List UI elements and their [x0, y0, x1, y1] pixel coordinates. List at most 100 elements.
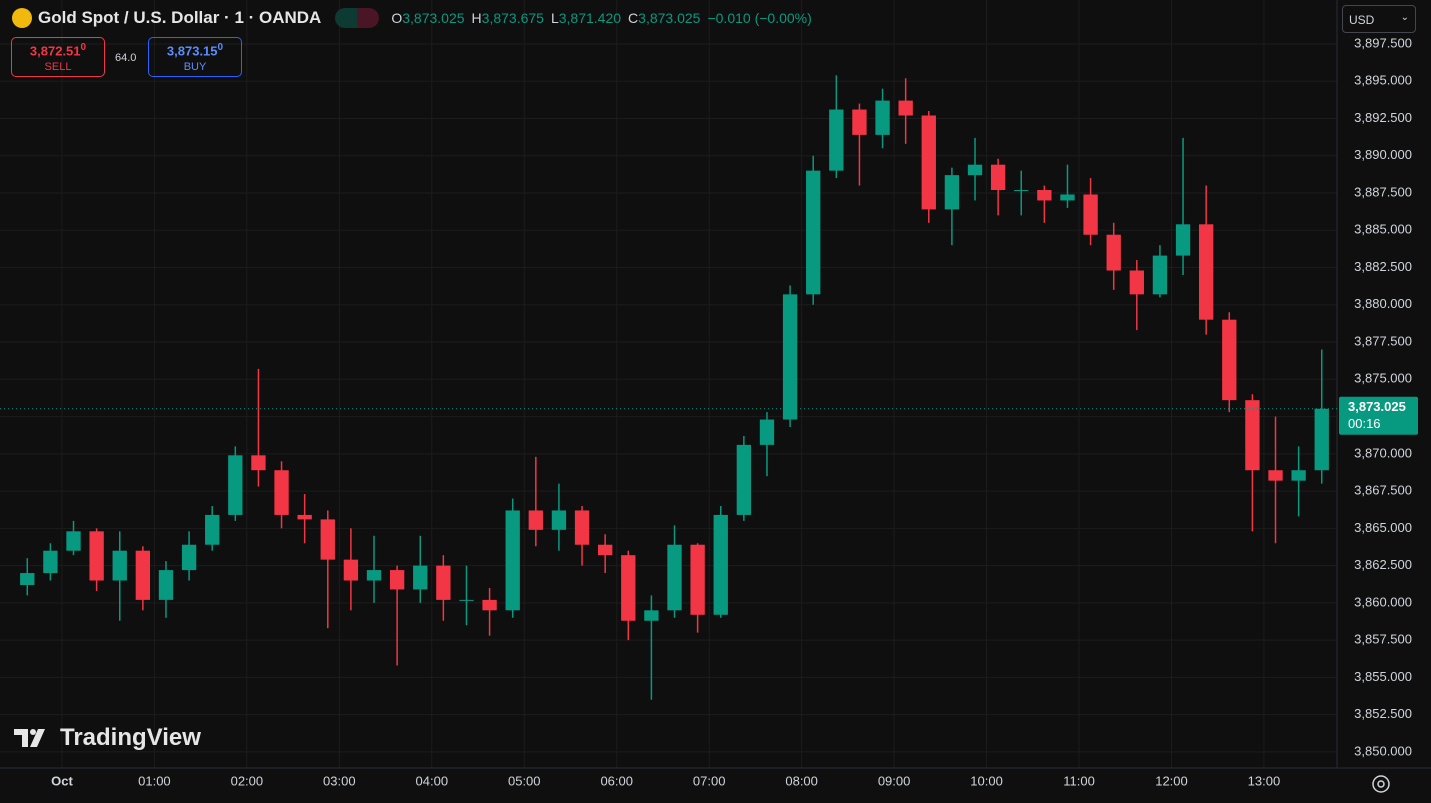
ohlc-key: L [550, 10, 559, 26]
candle-body [736, 444, 752, 515]
candle-body [135, 550, 151, 600]
x-tick-label: 06:00 [600, 773, 633, 788]
gear-outer [1372, 775, 1390, 793]
candle-body [158, 570, 174, 600]
buy-button[interactable]: 3,873.150 BUY [148, 37, 242, 77]
y-tick-label: 3,895.000 [1354, 73, 1412, 88]
x-tick-label: 07:00 [693, 773, 726, 788]
y-tick-label: 3,850.000 [1354, 743, 1412, 758]
candle-body [343, 559, 359, 581]
candle-body [713, 514, 728, 615]
candle-body [436, 565, 451, 600]
y-tick-label: 3,877.500 [1354, 333, 1412, 348]
buy-label: BUY [183, 61, 207, 74]
ohlc-value: 3,873.675 [481, 10, 544, 26]
y-tick-label: 3,880.000 [1354, 296, 1412, 311]
ohlc-value: 3,871.420 [558, 10, 622, 26]
y-tick-label: 3,882.500 [1354, 259, 1412, 274]
x-tick-label: 08:00 [785, 773, 818, 788]
watermark: TradingView [14, 724, 201, 752]
candle-body [112, 550, 127, 581]
currency-select[interactable]: USD ⌄ [1342, 5, 1416, 33]
candle-body [274, 470, 289, 515]
candle-body [20, 573, 35, 585]
candle-body [228, 455, 243, 515]
x-tick-label: Oct [51, 773, 73, 788]
candle-body [667, 544, 682, 611]
candle-body [89, 531, 104, 581]
symbol-title[interactable]: Gold Spot / U.S. Dollar · 1 · OANDA [38, 8, 322, 27]
candle-body [944, 175, 960, 210]
x-tick-label: 11:00 [1063, 773, 1095, 788]
candle-body [320, 519, 335, 560]
logo-dot [30, 729, 36, 735]
candle-body [1245, 400, 1260, 471]
x-tick-label: 01:00 [138, 773, 171, 788]
candle-body [251, 455, 266, 471]
sell-price: 3,872.51 [29, 43, 81, 59]
candle-body [1060, 194, 1075, 201]
candle-body [921, 115, 936, 210]
candle-body [297, 514, 312, 520]
last-price-label: 3,873.025 [1348, 399, 1406, 414]
ohlc-legend: O3,873.025 H3,873.675 L3,871.420 C3,873.025… [391, 10, 811, 26]
ohlc-item: C3,873.025 [628, 10, 700, 26]
x-tick-label: 03:00 [323, 773, 356, 788]
sell-pip: 0 [80, 42, 87, 53]
candle-body [413, 565, 428, 590]
watermark-logo [14, 729, 45, 747]
candle-body [644, 610, 659, 621]
candle-body [1037, 190, 1052, 201]
y-tick-label: 3,890.000 [1354, 147, 1412, 162]
y-tick-label: 3,865.000 [1354, 520, 1412, 535]
candle-body [482, 599, 497, 611]
y-tick-label: 3,887.500 [1354, 184, 1412, 199]
candle-body [366, 570, 382, 581]
last-price-tag [1339, 396, 1418, 435]
y-tick-label: 3,855.000 [1354, 669, 1412, 684]
candle-body [829, 109, 844, 171]
y-tick-label: 3,852.500 [1354, 706, 1412, 721]
y-tick-label: 3,897.500 [1354, 35, 1412, 50]
candle-body [1106, 234, 1121, 271]
y-tick-label: 3,867.500 [1354, 483, 1412, 498]
candle-body [1129, 270, 1144, 295]
candle-body [505, 510, 520, 611]
x-tick-label: 12:00 [1155, 773, 1188, 788]
candle-body [1083, 194, 1098, 235]
candle-body [528, 510, 543, 530]
buy-price: 3,873.15 [166, 43, 218, 59]
candle-body [621, 555, 636, 621]
ohlc-key: C [628, 10, 639, 26]
candle-body [1152, 255, 1168, 295]
candle-body [389, 570, 405, 590]
x-tick-label: 10:00 [970, 773, 1003, 788]
y-tick-label: 3,892.500 [1354, 110, 1412, 125]
candle-body [852, 109, 867, 135]
y-tick-label: 3,857.500 [1354, 632, 1412, 647]
change: −0.010 (−0.00%) [707, 10, 812, 26]
gear-inner [1377, 780, 1385, 788]
candle-body [875, 100, 890, 135]
candle-body [1222, 319, 1237, 401]
x-tick-label: 02:00 [231, 773, 264, 788]
y-tick-label: 3,860.000 [1354, 594, 1412, 609]
ohlc-key: H [471, 10, 482, 26]
candle-body [597, 544, 613, 556]
y-tick-label: 3,875.000 [1354, 371, 1412, 386]
logo-shape [14, 729, 45, 747]
candle-body [551, 510, 567, 530]
grid [0, 0, 1337, 768]
candle-body [1199, 224, 1214, 320]
candle-body [690, 544, 705, 615]
candle-body [1014, 190, 1029, 192]
candle-body [759, 419, 775, 445]
settings-icon[interactable] [1372, 775, 1390, 793]
candle-body [990, 164, 1006, 191]
status-pill [335, 8, 380, 28]
ohlc-value: 3,873.025 [402, 10, 465, 26]
header: Gold Spot / U.S. Dollar · 1 · OANDA O3,8… [12, 6, 812, 30]
sell-button[interactable]: 3,872.510 SELL [11, 37, 105, 77]
candle-body [574, 510, 590, 545]
